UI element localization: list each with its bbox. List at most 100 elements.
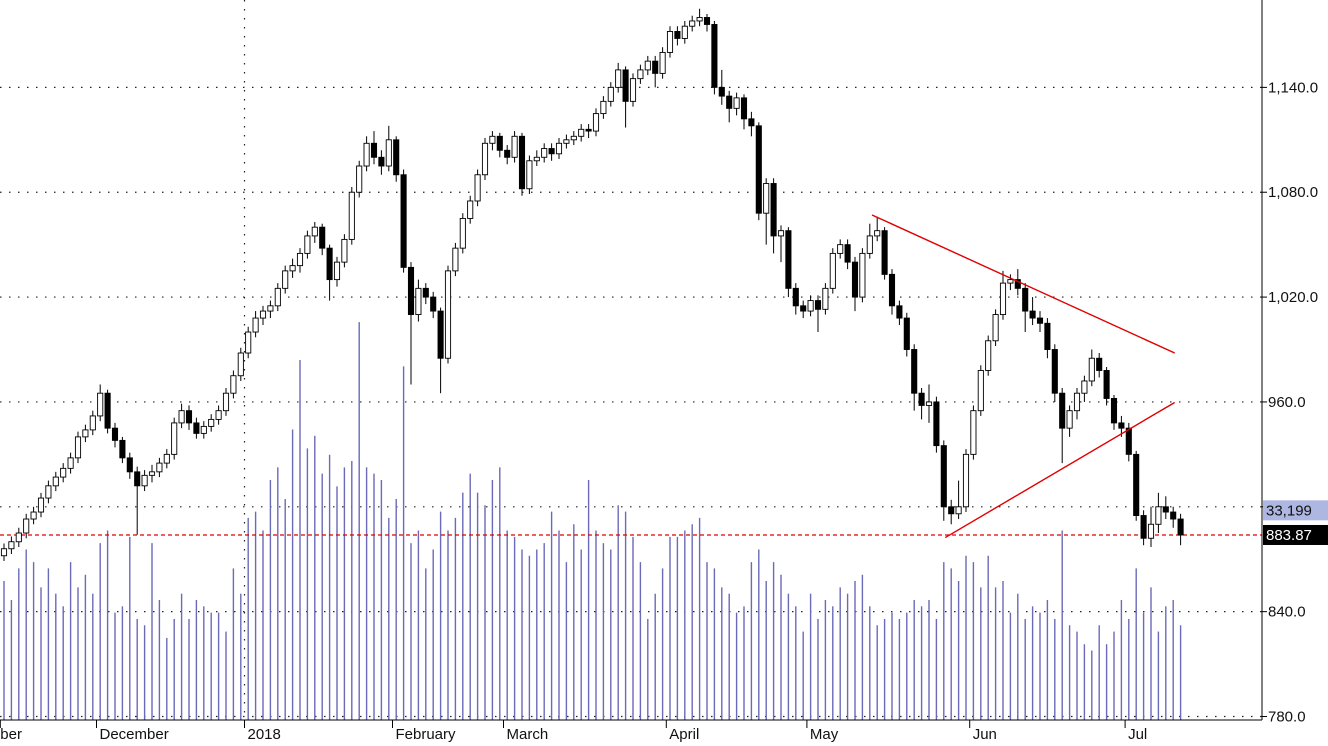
candle-body bbox=[511, 135, 518, 158]
candle-body bbox=[585, 128, 592, 132]
candle-body bbox=[1014, 279, 1021, 289]
candle-body bbox=[925, 401, 933, 406]
x-tick-label: Jun bbox=[973, 726, 997, 743]
candle-body bbox=[363, 142, 370, 167]
candle-body bbox=[948, 506, 955, 515]
candle-body bbox=[52, 476, 59, 487]
candle-body bbox=[785, 230, 792, 289]
candle-body bbox=[1147, 523, 1155, 539]
candle-body bbox=[119, 439, 126, 459]
trendline bbox=[944, 401, 1176, 539]
candle-body bbox=[430, 296, 437, 312]
candle-body bbox=[881, 230, 888, 275]
x-tick-label: November bbox=[0, 726, 22, 743]
candle-body bbox=[89, 415, 96, 431]
x-tick-label: 2018 bbox=[248, 726, 281, 743]
candle-body bbox=[333, 261, 341, 281]
candle-body bbox=[859, 252, 866, 298]
candle-body bbox=[237, 352, 244, 377]
candle-body bbox=[422, 287, 429, 298]
candle-body bbox=[171, 422, 178, 455]
candle-body bbox=[1096, 357, 1103, 371]
candle-body bbox=[711, 24, 718, 88]
candle-body bbox=[1029, 310, 1036, 319]
candle-body bbox=[400, 174, 407, 268]
candle-body bbox=[267, 305, 274, 312]
candle-body bbox=[15, 532, 22, 543]
y-tick-label: 1,020.0 bbox=[1268, 289, 1318, 306]
volume-marker-box bbox=[1263, 500, 1328, 521]
candle-body bbox=[319, 226, 326, 249]
candle-body bbox=[467, 200, 474, 219]
candle-body bbox=[282, 270, 289, 289]
candle-body bbox=[37, 497, 45, 513]
candle-body bbox=[977, 370, 984, 412]
y-tick-label: 960.0 bbox=[1268, 394, 1306, 411]
candle-body bbox=[215, 410, 222, 420]
candle-body bbox=[23, 518, 30, 534]
candle-body bbox=[104, 392, 111, 429]
candle-body bbox=[1125, 427, 1132, 455]
candle-body bbox=[962, 453, 970, 508]
candle-body bbox=[918, 392, 925, 406]
candle-body bbox=[563, 139, 570, 144]
candle-body bbox=[230, 375, 237, 394]
candle-body bbox=[1133, 453, 1140, 516]
candle-body bbox=[1036, 317, 1044, 324]
candle-body bbox=[999, 282, 1007, 316]
x-tick-label: April bbox=[669, 726, 699, 743]
candle-body bbox=[940, 445, 947, 508]
candle-body bbox=[274, 287, 281, 307]
candle-body bbox=[452, 247, 459, 272]
candle-body bbox=[45, 485, 52, 499]
candle-body bbox=[356, 165, 363, 193]
candle-body bbox=[644, 60, 651, 71]
candle-body bbox=[666, 31, 674, 53]
candle-body bbox=[837, 244, 844, 254]
x-tick-label: Jul bbox=[1128, 726, 1147, 743]
candle-body bbox=[126, 457, 133, 473]
candle-body bbox=[444, 270, 452, 359]
candle-body bbox=[407, 266, 415, 316]
candle-body bbox=[911, 349, 918, 394]
candle-body bbox=[622, 69, 629, 102]
candle-body bbox=[348, 191, 355, 240]
candle-body bbox=[896, 305, 903, 319]
candle-body bbox=[1051, 349, 1058, 394]
trendline bbox=[871, 214, 1175, 354]
candle-body bbox=[200, 425, 207, 434]
candle-body bbox=[8, 541, 15, 550]
candle-body bbox=[252, 317, 259, 333]
candle-body bbox=[755, 125, 762, 214]
candle-body bbox=[304, 235, 311, 254]
candle-body bbox=[1088, 357, 1095, 382]
candle-body bbox=[259, 310, 267, 319]
candle-body bbox=[652, 60, 659, 74]
candle-body bbox=[681, 25, 688, 39]
candle-body bbox=[607, 86, 614, 102]
candle-body bbox=[955, 506, 962, 515]
candle-body bbox=[437, 310, 444, 359]
candle-body bbox=[822, 287, 829, 310]
candle-body bbox=[1170, 511, 1177, 520]
candle-body bbox=[570, 135, 577, 141]
x-tick-label: May bbox=[810, 726, 839, 743]
candle-body bbox=[163, 453, 170, 464]
y-tick-label: 1,140.0 bbox=[1268, 79, 1318, 96]
candle-body bbox=[30, 511, 37, 520]
candle-body bbox=[1022, 287, 1029, 312]
x-tick-label: December bbox=[100, 726, 169, 743]
candle-body bbox=[385, 139, 392, 167]
candle-body bbox=[703, 17, 711, 25]
candle-body bbox=[548, 148, 555, 155]
candle-body bbox=[770, 183, 777, 237]
candle-body bbox=[489, 135, 496, 144]
last-price-box bbox=[1263, 524, 1328, 545]
candle-body bbox=[637, 69, 644, 80]
candle-body bbox=[689, 20, 696, 27]
candle-body bbox=[792, 287, 799, 307]
y-tick-label: 1,080.0 bbox=[1268, 184, 1318, 201]
candle-body bbox=[459, 217, 466, 249]
y-tick-label: 780.0 bbox=[1268, 708, 1306, 725]
volume-marker-label: 33,199 bbox=[1266, 502, 1312, 519]
